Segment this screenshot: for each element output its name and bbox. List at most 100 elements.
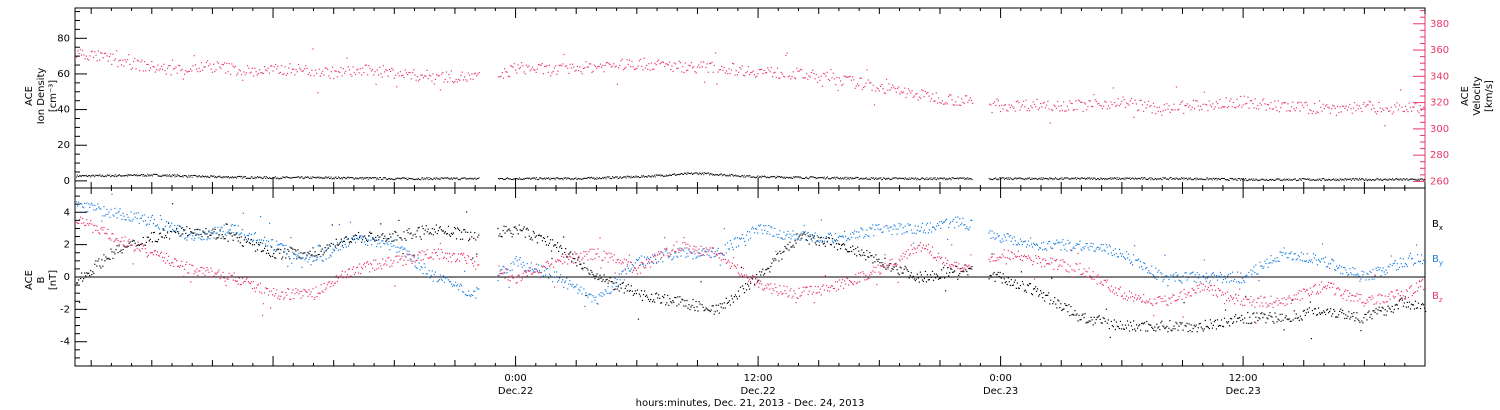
density-point	[865, 177, 867, 179]
density-point	[860, 177, 862, 179]
by-point	[153, 218, 156, 221]
density-point	[1252, 180, 1254, 182]
bx-point	[1035, 290, 1038, 292]
density-point	[233, 177, 235, 179]
by-point	[774, 227, 776, 229]
density-point	[202, 175, 204, 177]
density-point	[99, 174, 101, 176]
density-point	[286, 176, 288, 178]
bx-point	[1314, 308, 1317, 310]
bx-point	[608, 280, 610, 282]
bx-point	[855, 247, 857, 250]
density-point	[229, 177, 231, 179]
density-point	[763, 176, 765, 178]
bx-point	[640, 290, 643, 292]
density-point	[839, 177, 841, 179]
density-point	[523, 178, 525, 180]
by-point	[556, 281, 559, 283]
velocity-point	[1209, 104, 1211, 106]
velocity-point	[260, 71, 262, 74]
density-point	[162, 175, 164, 177]
bx-point	[150, 232, 152, 234]
velocity-point	[628, 59, 631, 61]
density-point	[420, 179, 422, 181]
density-point	[364, 177, 366, 179]
by-point	[937, 224, 940, 226]
bx-point	[1414, 300, 1417, 302]
velocity-point	[950, 94, 952, 96]
velocity-point	[757, 73, 759, 75]
velocity-point	[1084, 103, 1087, 105]
density-point	[609, 178, 611, 180]
by-point	[838, 235, 841, 237]
velocity-point	[859, 77, 861, 79]
density-point	[1064, 177, 1066, 179]
bx-point	[518, 224, 520, 226]
density-point	[652, 175, 654, 177]
bx-point	[509, 230, 511, 232]
velocity-point	[1311, 112, 1313, 115]
density-point	[1013, 178, 1015, 180]
by-point	[883, 226, 885, 228]
density-tick-label: 40	[57, 105, 70, 116]
velocity-point	[1355, 110, 1357, 112]
bx-point	[957, 278, 959, 280]
by-point	[652, 262, 655, 265]
by-point	[696, 256, 698, 258]
bx-point	[694, 309, 696, 312]
bx-point	[1129, 321, 1132, 324]
density-point	[797, 176, 799, 178]
by-point	[539, 271, 542, 274]
density-point	[1071, 177, 1073, 179]
density-point	[817, 177, 819, 179]
density-point	[287, 176, 289, 178]
velocity-point	[1090, 105, 1093, 107]
density-point	[1313, 179, 1315, 181]
velocity-point	[793, 77, 796, 79]
by-point	[137, 212, 139, 214]
velocity-point	[1089, 100, 1091, 102]
by-point	[410, 259, 412, 261]
density-point	[1300, 179, 1302, 181]
by-point	[360, 237, 363, 239]
by-point	[548, 273, 551, 275]
density-point	[1165, 178, 1167, 180]
velocity-point	[1267, 104, 1270, 106]
bx-point	[101, 259, 103, 261]
density-point	[1364, 179, 1366, 181]
velocity-point	[198, 67, 200, 69]
by-point	[375, 240, 377, 242]
bx-point	[851, 250, 853, 252]
velocity-point	[234, 65, 237, 67]
density-tick-label: 20	[57, 140, 70, 151]
density-point	[1220, 178, 1222, 180]
bx-point	[599, 274, 601, 276]
velocity-point	[1332, 104, 1334, 106]
density-point	[222, 177, 224, 179]
density-point	[269, 177, 271, 179]
density-point	[155, 173, 157, 175]
velocity-point	[1163, 104, 1165, 106]
velocity-point	[306, 67, 308, 70]
density-point	[235, 176, 237, 178]
density-point	[1028, 178, 1030, 180]
velocity-point	[706, 63, 708, 65]
bx-point	[206, 233, 208, 235]
density-point	[1031, 177, 1033, 179]
density-point	[1209, 178, 1211, 180]
by-point	[906, 231, 908, 233]
velocity-point	[953, 104, 956, 106]
velocity-point	[638, 60, 640, 62]
velocity-point	[1111, 103, 1113, 106]
velocity-point	[307, 73, 309, 76]
by-point	[662, 261, 664, 263]
bx-point	[1070, 305, 1072, 308]
bx-point	[706, 308, 708, 310]
velocity-point	[286, 72, 289, 75]
density-point	[927, 179, 929, 181]
by-point	[970, 219, 972, 222]
density-point	[885, 179, 887, 181]
bx-point	[231, 235, 233, 237]
density-point	[1263, 179, 1265, 181]
by-point	[353, 235, 356, 237]
